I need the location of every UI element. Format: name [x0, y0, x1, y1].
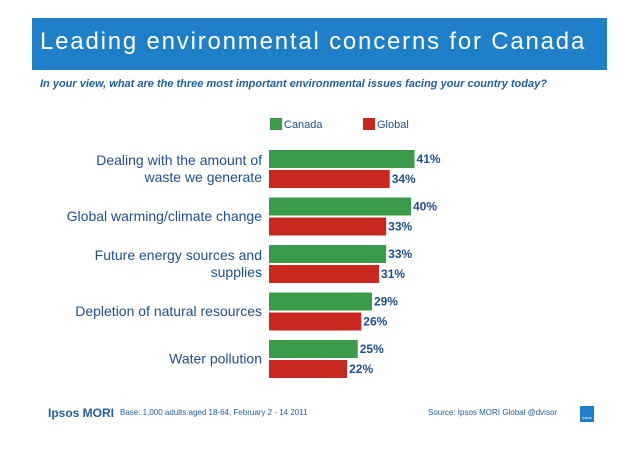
legend-swatch-canada [270, 118, 282, 130]
category-label: Water pollution [169, 351, 262, 367]
data-label-global: 33% [388, 220, 412, 234]
category-label: Depletion of natural resources [75, 303, 262, 319]
data-label-canada: 25% [360, 342, 384, 356]
base-note: Base: 1,000 adults aged 18-64, February … [120, 408, 308, 417]
chart-title: Leading environmental concerns for Canad… [40, 28, 587, 55]
chart-subtitle: In your view, what are the three most im… [40, 78, 547, 90]
bar-canada [269, 340, 358, 358]
bar-canada [269, 245, 387, 263]
category-label: supplies [211, 264, 262, 280]
legend-swatch-global [363, 118, 375, 130]
data-label-global: 26% [363, 315, 387, 329]
bar-global [269, 170, 390, 188]
category-label: Dealing with the amount of [96, 152, 262, 168]
data-label-canada: 41% [417, 152, 441, 166]
source-note: Source: Ipsos MORI Global @dvisor [428, 408, 558, 417]
legend-label-canada: Canada [284, 119, 323, 131]
ipsos-corner-logo: Ipsos [580, 406, 594, 422]
bar-global [269, 265, 380, 283]
bar-canada [269, 292, 372, 311]
data-label-global: 22% [349, 362, 373, 376]
bar-global [269, 360, 348, 378]
bar-global [269, 312, 362, 331]
data-label-global: 31% [381, 267, 405, 281]
bar-global [269, 217, 387, 236]
data-label-global: 34% [392, 172, 416, 186]
data-label-canada: 29% [374, 295, 398, 309]
data-label-canada: 40% [413, 200, 437, 214]
category-label: waste we generate [143, 169, 262, 185]
bar-canada [269, 197, 411, 216]
title-bar: Leading environmental concerns for Canad… [32, 18, 607, 70]
category-label: Global warming/climate change [67, 208, 263, 224]
ipsos-mori-logo: Ipsos MORI [48, 406, 115, 420]
bar-canada [269, 150, 415, 168]
legend-label-global: Global [377, 119, 409, 131]
data-label-canada: 33% [388, 247, 412, 261]
category-label: Future energy sources and [95, 247, 262, 263]
